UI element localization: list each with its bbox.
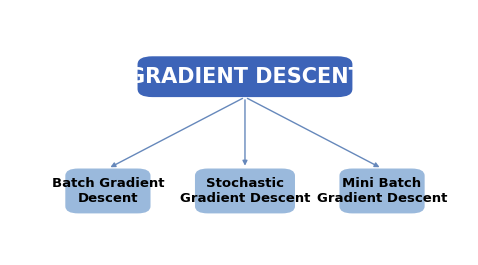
Text: Mini Batch
Gradient Descent: Mini Batch Gradient Descent (317, 177, 447, 205)
FancyBboxPatch shape (138, 56, 352, 97)
Text: Batch Gradient
Descent: Batch Gradient Descent (52, 177, 164, 205)
FancyBboxPatch shape (339, 169, 424, 213)
FancyBboxPatch shape (195, 169, 295, 213)
Text: GRADIENT DESCENT: GRADIENT DESCENT (128, 67, 362, 87)
Text: Stochastic
Gradient Descent: Stochastic Gradient Descent (180, 177, 310, 205)
FancyBboxPatch shape (65, 169, 151, 213)
